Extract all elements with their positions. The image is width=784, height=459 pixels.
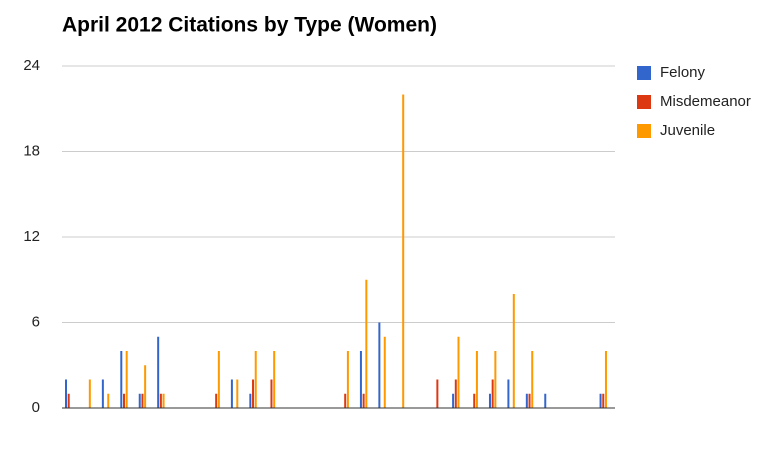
bar <box>365 279 368 408</box>
bar <box>344 393 347 408</box>
legend-swatch <box>637 95 651 109</box>
bar <box>125 351 128 408</box>
bar <box>494 351 497 408</box>
bar <box>544 393 547 408</box>
legend-label: Misdemeanor <box>660 93 751 110</box>
bar <box>488 393 491 408</box>
bar <box>230 379 233 408</box>
bar <box>252 379 255 408</box>
bar <box>67 393 70 408</box>
legend-label: Felony <box>660 64 706 81</box>
bar <box>88 379 91 408</box>
bar <box>162 393 165 408</box>
legend-swatch <box>637 66 651 80</box>
bar <box>378 322 381 408</box>
bar <box>402 94 405 408</box>
y-tick-label: 0 <box>32 399 40 416</box>
bar <box>159 393 162 408</box>
bar <box>362 393 365 408</box>
bar <box>120 351 123 408</box>
legend-swatch <box>637 124 651 138</box>
bar <box>359 351 362 408</box>
bar <box>217 351 220 408</box>
bar <box>604 351 607 408</box>
bar <box>475 351 478 408</box>
bar <box>599 393 602 408</box>
bar <box>236 379 239 408</box>
bar <box>454 379 457 408</box>
bar <box>531 351 534 408</box>
bar <box>215 393 218 408</box>
y-tick-label: 18 <box>23 142 40 159</box>
bar <box>157 336 160 408</box>
bar <box>436 379 439 408</box>
bar <box>101 379 104 408</box>
bar <box>346 351 349 408</box>
bar <box>507 379 510 408</box>
bar <box>528 393 531 408</box>
bar <box>525 393 528 408</box>
bar <box>273 351 276 408</box>
bar <box>138 393 141 408</box>
bar <box>141 393 144 408</box>
y-tick-label: 12 <box>23 228 40 245</box>
bar <box>249 393 252 408</box>
bar <box>452 393 455 408</box>
y-tick-label: 24 <box>23 57 40 74</box>
bar <box>270 379 273 408</box>
bar <box>383 336 386 408</box>
chart-title: April 2012 Citations by Type (Women) <box>62 14 437 37</box>
bar <box>457 336 460 408</box>
y-tick-label: 6 <box>32 313 40 330</box>
bar <box>473 393 476 408</box>
bar <box>123 393 125 408</box>
bar <box>144 365 147 408</box>
bar <box>602 393 605 408</box>
bar <box>107 393 110 408</box>
legend-label: Juvenile <box>660 122 715 139</box>
bar <box>254 351 257 408</box>
bar <box>65 379 67 408</box>
bar <box>491 379 494 408</box>
bar <box>512 294 515 408</box>
